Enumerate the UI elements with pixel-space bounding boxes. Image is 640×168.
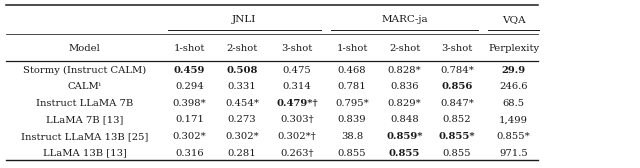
Text: JNLI: JNLI (232, 15, 257, 24)
Text: 0.828*: 0.828* (388, 66, 421, 75)
Text: CALMⁱ: CALMⁱ (68, 82, 102, 91)
Text: 3-shot: 3-shot (442, 44, 472, 53)
Text: 0.479*†: 0.479*† (276, 99, 318, 108)
Text: 246.6: 246.6 (499, 82, 528, 91)
Text: Stormy (Instruct CALM): Stormy (Instruct CALM) (23, 66, 147, 75)
Text: 0.855: 0.855 (443, 149, 471, 158)
Text: 0.459: 0.459 (173, 66, 205, 75)
Text: 0.314: 0.314 (282, 82, 312, 91)
Text: 0.508: 0.508 (226, 66, 258, 75)
Text: Perplexity: Perplexity (488, 44, 539, 53)
Text: Instruct LLaMA 7B: Instruct LLaMA 7B (36, 99, 133, 108)
Text: 1-shot: 1-shot (173, 44, 205, 53)
Text: 0.475: 0.475 (283, 66, 311, 75)
Text: 0.855: 0.855 (338, 149, 366, 158)
Text: 0.263†: 0.263† (280, 149, 314, 158)
Text: 0.795*: 0.795* (335, 99, 369, 108)
Text: 0.331: 0.331 (228, 82, 256, 91)
Text: 0.781: 0.781 (338, 82, 366, 91)
Text: 0.852: 0.852 (443, 115, 471, 124)
Text: 0.294: 0.294 (175, 82, 204, 91)
Text: 38.8: 38.8 (341, 132, 363, 141)
Text: 0.836: 0.836 (390, 82, 419, 91)
Text: 0.847*: 0.847* (440, 99, 474, 108)
Text: 29.9: 29.9 (502, 66, 525, 75)
Text: 2-shot: 2-shot (227, 44, 257, 53)
Text: 0.856: 0.856 (441, 82, 473, 91)
Text: 0.855: 0.855 (388, 149, 420, 158)
Text: 1-shot: 1-shot (336, 44, 368, 53)
Text: 0.171: 0.171 (175, 115, 204, 124)
Text: LLaMA 7B [13]: LLaMA 7B [13] (46, 115, 124, 124)
Text: 0.848: 0.848 (390, 115, 419, 124)
Text: 2-shot: 2-shot (389, 44, 420, 53)
Text: 0.839: 0.839 (338, 115, 366, 124)
Text: 1,499: 1,499 (499, 115, 528, 124)
Text: 0.454*: 0.454* (225, 99, 259, 108)
Text: 0.468: 0.468 (338, 66, 366, 75)
Text: 0.855*: 0.855* (497, 132, 531, 141)
Text: MARC-ja: MARC-ja (381, 15, 428, 24)
Text: 0.859*: 0.859* (386, 132, 423, 141)
Text: LLaMA 13B [13]: LLaMA 13B [13] (43, 149, 127, 158)
Text: 0.302*†: 0.302*† (278, 132, 316, 141)
Text: Instruct LLaMA 13B [25]: Instruct LLaMA 13B [25] (21, 132, 148, 141)
Text: 0.784*: 0.784* (440, 66, 474, 75)
Text: 0.302*: 0.302* (173, 132, 206, 141)
Text: 0.281: 0.281 (228, 149, 256, 158)
Text: 0.316: 0.316 (175, 149, 204, 158)
Text: 68.5: 68.5 (502, 99, 525, 108)
Text: 0.273: 0.273 (228, 115, 256, 124)
Text: 0.829*: 0.829* (388, 99, 421, 108)
Text: 0.398*: 0.398* (173, 99, 206, 108)
Text: 0.303†: 0.303† (280, 115, 314, 124)
Text: VQA: VQA (502, 15, 525, 24)
Text: 0.302*: 0.302* (225, 132, 259, 141)
Text: 971.5: 971.5 (499, 149, 528, 158)
Text: Model: Model (69, 44, 100, 53)
Text: 0.855*: 0.855* (438, 132, 476, 141)
Text: 3-shot: 3-shot (282, 44, 312, 53)
